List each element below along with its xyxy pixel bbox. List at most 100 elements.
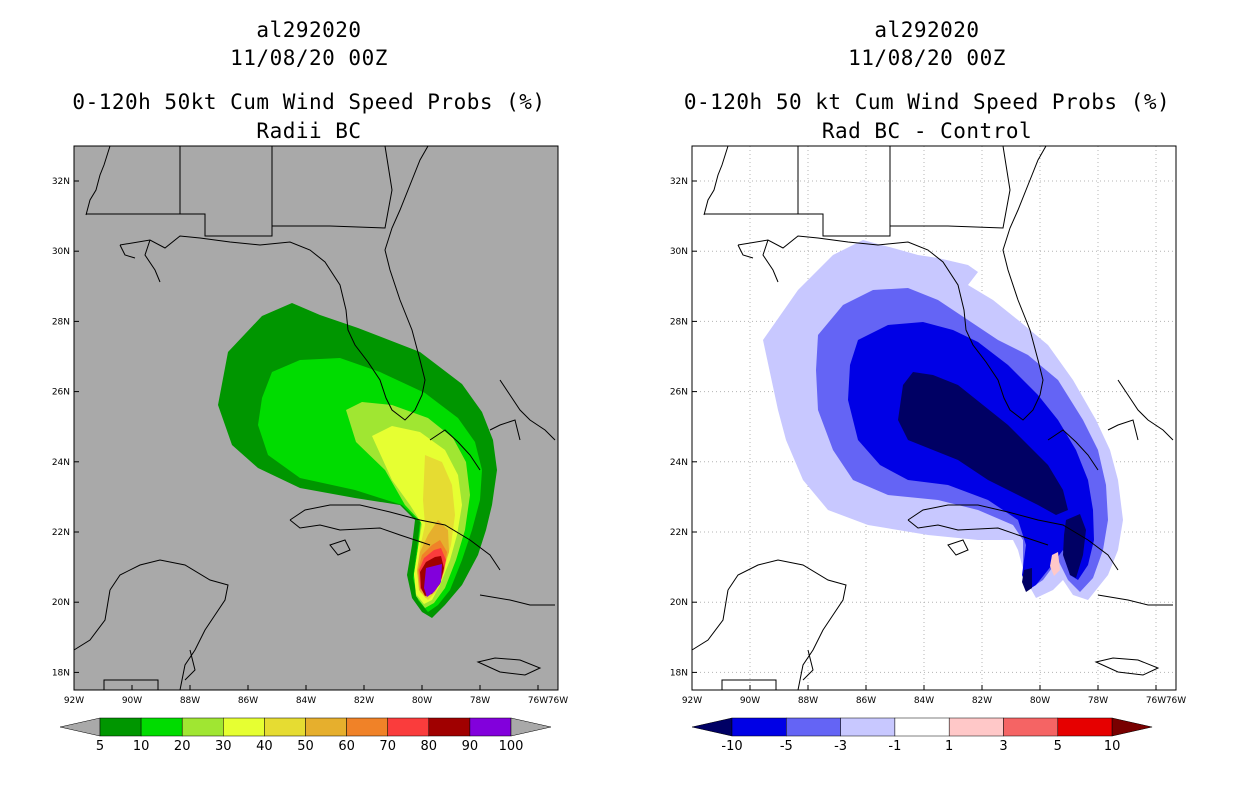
colorbar: -10 -5 -3 -1 1 3 5 10 bbox=[691, 717, 1153, 754]
lat-tick-label: 18N bbox=[670, 668, 688, 678]
lon-tick-label: 80W bbox=[1030, 696, 1050, 706]
lat-tick-label: 20N bbox=[670, 598, 688, 608]
colorbar-end-left bbox=[691, 717, 733, 737]
colorbar-label: 20 bbox=[174, 739, 191, 754]
lon-tick-label: 84W bbox=[914, 696, 934, 706]
colorbar: 5 10 20 30 40 50 60 70 80 90 100 bbox=[59, 717, 552, 754]
diff-contour-plus1 bbox=[1050, 552, 1060, 576]
left-panel: al292020 11/08/20 00Z 0-120h 50kt Cum Wi… bbox=[52, 18, 568, 754]
colorbar-label: 30 bbox=[215, 739, 232, 754]
colorbar-swatch bbox=[786, 717, 841, 737]
colorbar-swatch bbox=[346, 717, 388, 737]
colorbar-swatch bbox=[731, 717, 787, 737]
probability-contours bbox=[218, 303, 497, 618]
colorbar-label: 70 bbox=[379, 739, 396, 754]
colorbar-swatch bbox=[99, 717, 142, 737]
colorbar-label: -5 bbox=[780, 739, 793, 754]
storm-id: al292020 bbox=[874, 18, 980, 42]
lat-tick-label: 24N bbox=[670, 458, 688, 468]
colorbar-swatch bbox=[1057, 717, 1113, 737]
plot-title: 0-120h 50 kt Cum Wind Speed Probs (%) bbox=[683, 90, 1171, 114]
colorbar-label: 100 bbox=[499, 739, 524, 754]
colorbar-swatch bbox=[894, 717, 950, 737]
colorbar-label: 5 bbox=[96, 739, 104, 754]
colorbar-label: 1 bbox=[945, 739, 953, 754]
colorbar-end-left bbox=[59, 717, 101, 737]
lon-tick-label: 78W bbox=[470, 696, 490, 706]
lat-tick-label: 26N bbox=[52, 388, 70, 398]
lon-tick-label: 86W bbox=[856, 696, 876, 706]
colorbar-label: 40 bbox=[256, 739, 273, 754]
colorbar-label: 5 bbox=[1054, 739, 1062, 754]
map-frame bbox=[691, 145, 1177, 691]
colorbar-end-right bbox=[1111, 717, 1153, 737]
lon-tick-label: 76W bbox=[528, 696, 548, 706]
lat-tick-label: 30N bbox=[670, 247, 688, 257]
lat-tick-label: 22N bbox=[670, 528, 688, 538]
lon-tick-label: 76W bbox=[548, 696, 568, 706]
lon-tick-label: 82W bbox=[354, 696, 374, 706]
lon-tick-label: 90W bbox=[740, 696, 760, 706]
colorbar-label: 3 bbox=[999, 739, 1007, 754]
colorbar-swatch bbox=[223, 717, 265, 737]
lat-tick-label: 22N bbox=[52, 528, 70, 538]
lat-tick-label: 30N bbox=[52, 247, 70, 257]
map-frame bbox=[73, 145, 559, 691]
lat-tick-label: 28N bbox=[670, 317, 688, 327]
coastlines bbox=[691, 145, 1174, 691]
colorbar-label: -1 bbox=[888, 739, 901, 754]
axis-ticks: 92W 90W 88W 86W 84W 82W 80W 78W 76W 76W 32N 30N 28N 2… bbox=[670, 177, 1186, 706]
colorbar-swatch bbox=[840, 717, 896, 737]
lon-tick-label: 90W bbox=[122, 696, 142, 706]
lat-tick-label: 18N bbox=[52, 668, 70, 678]
lon-tick-label: 78W bbox=[1088, 696, 1108, 706]
lat-tick-label: 28N bbox=[52, 317, 70, 327]
lat-tick-label: 32N bbox=[670, 177, 688, 187]
colorbar-label: -10 bbox=[721, 739, 742, 754]
coastlines bbox=[73, 145, 556, 691]
axis-ticks: 92W 90W 88W 86W 84W 82W 80W 78W 76W 76W 32N 30N 28N 2… bbox=[52, 177, 568, 706]
colorbar-end-right bbox=[510, 717, 552, 737]
lat-tick-label: 32N bbox=[52, 177, 70, 187]
colorbar-label: 10 bbox=[133, 739, 150, 754]
colorbar-swatch bbox=[264, 717, 306, 737]
colorbar-swatch bbox=[469, 717, 512, 737]
datetime: 11/08/20 00Z bbox=[230, 46, 388, 70]
lon-tick-label: 76W bbox=[1166, 696, 1186, 706]
storm-id: al292020 bbox=[256, 18, 362, 42]
colorbar-swatch bbox=[140, 717, 183, 737]
colorbar-label: 60 bbox=[338, 739, 355, 754]
colorbar-swatch bbox=[387, 717, 430, 737]
diff-contour-minus10 bbox=[1063, 514, 1086, 578]
colorbar-swatch bbox=[181, 717, 224, 737]
colorbar-swatch bbox=[305, 717, 347, 737]
colorbar-label: -3 bbox=[834, 739, 847, 754]
map-plot: 92W 90W 88W 86W 84W 82W 80W 78W 76W 76W 32N 30N 28N 2… bbox=[670, 145, 1186, 754]
colorbar-swatch bbox=[428, 717, 471, 737]
prob-contour-90 bbox=[424, 564, 442, 597]
diff-contour-minus10 bbox=[1022, 568, 1032, 592]
lat-tick-label: 26N bbox=[670, 388, 688, 398]
lon-tick-label: 92W bbox=[64, 696, 84, 706]
colorbar-label: 50 bbox=[297, 739, 314, 754]
right-panel: al292020 11/08/20 00Z 0-120h 50 kt Cum W… bbox=[618, 0, 1236, 800]
difference-contours bbox=[763, 240, 1123, 600]
colorbar-label: 80 bbox=[421, 739, 438, 754]
lon-tick-label: 92W bbox=[682, 696, 702, 706]
colorbar-swatch bbox=[1003, 717, 1059, 737]
lon-tick-label: 84W bbox=[296, 696, 316, 706]
plot-title: 0-120h 50kt Cum Wind Speed Probs (%) bbox=[72, 90, 546, 114]
lat-tick-label: 24N bbox=[52, 458, 70, 468]
colorbar-swatch bbox=[948, 717, 1004, 737]
datetime: 11/08/20 00Z bbox=[848, 46, 1006, 70]
plot-subtitle: Radii BC bbox=[256, 119, 362, 143]
lon-tick-label: 80W bbox=[412, 696, 432, 706]
lat-tick-label: 20N bbox=[52, 598, 70, 608]
colorbar-label: 10 bbox=[1104, 739, 1121, 754]
lon-tick-label: 76W bbox=[1146, 696, 1166, 706]
lon-tick-label: 86W bbox=[238, 696, 258, 706]
diff-contour-minus10 bbox=[898, 372, 1068, 515]
plot-subtitle: Rad BC - Control bbox=[821, 119, 1033, 143]
colorbar-label: 90 bbox=[462, 739, 479, 754]
lon-tick-label: 82W bbox=[972, 696, 992, 706]
